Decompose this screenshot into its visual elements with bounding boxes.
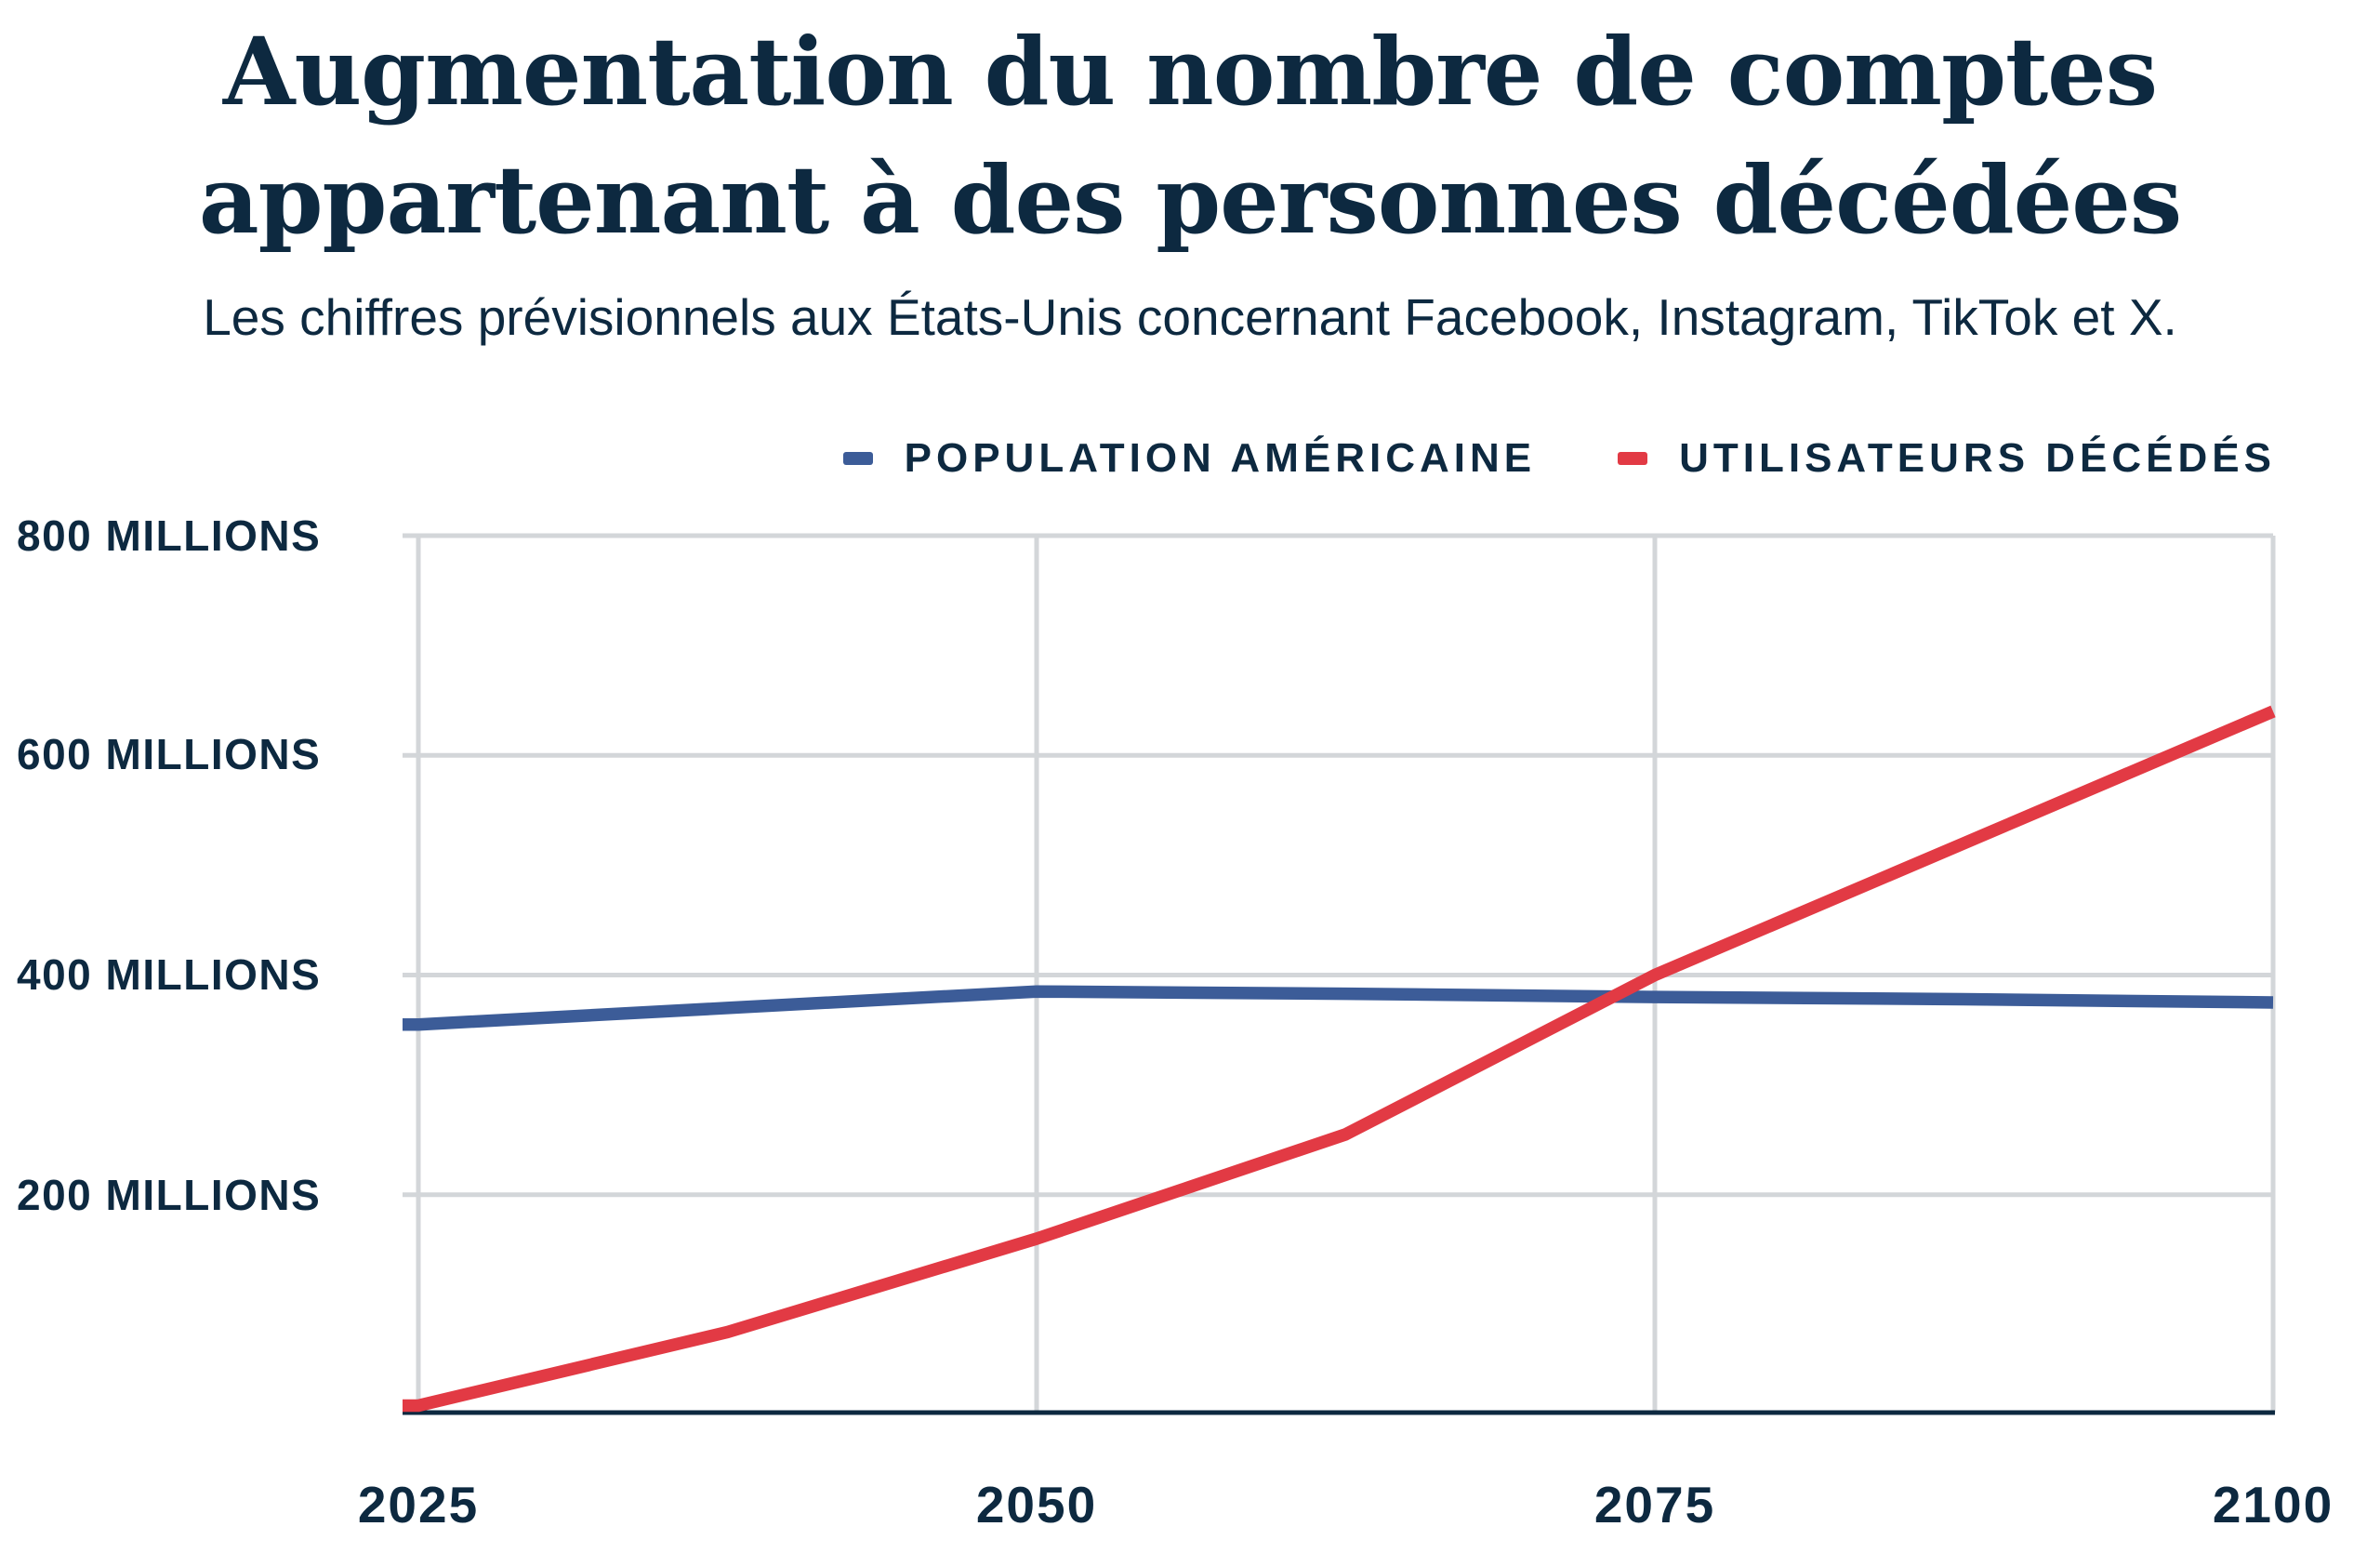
y-axis-tick-label-400: 400 MILLIONS — [17, 950, 322, 999]
chart-plot-area — [403, 533, 2276, 1415]
x-axis-tick-label-2075: 2075 — [1593, 1476, 1716, 1533]
legend-label-deceased: UTILISATEURS DÉCÉDÉS — [1679, 435, 2276, 481]
chart-subtitle: Les chiffres prévisionnels aux États-Uni… — [203, 288, 2177, 346]
population-series-swatch-icon — [842, 452, 873, 465]
chart-title: Augmentation du nombre de comptes appart… — [0, 7, 2380, 264]
y-axis-tick-label-200: 200 MILLIONS — [17, 1171, 322, 1219]
legend: POPULATION AMÉRICAINE UTILISATEURS DÉCÉD… — [842, 435, 2276, 482]
chart-title-line-1: Augmentation du nombre de comptes — [222, 17, 2158, 126]
deceased-users-line — [403, 705, 2276, 1413]
y-axis-tick-label-800: 800 MILLIONS — [17, 511, 322, 560]
legend-entry-population: POPULATION AMÉRICAINE — [842, 435, 1537, 482]
legend-entry-deceased: UTILISATEURS DÉCÉDÉS — [1618, 435, 2276, 482]
population-line — [403, 985, 2274, 1031]
x-axis-tick-label-2025: 2025 — [357, 1476, 480, 1533]
x-axis-tick-label-2050: 2050 — [975, 1476, 1098, 1533]
legend-label-population: POPULATION AMÉRICAINE — [904, 435, 1537, 481]
deceased-series-swatch-icon — [1618, 452, 1648, 465]
x-axis-tick-label-2100: 2100 — [2212, 1476, 2334, 1533]
y-axis-tick-label-600: 600 MILLIONS — [17, 730, 322, 778]
chart-title-line-2: appartenant à des personnes décédées — [198, 145, 2182, 255]
